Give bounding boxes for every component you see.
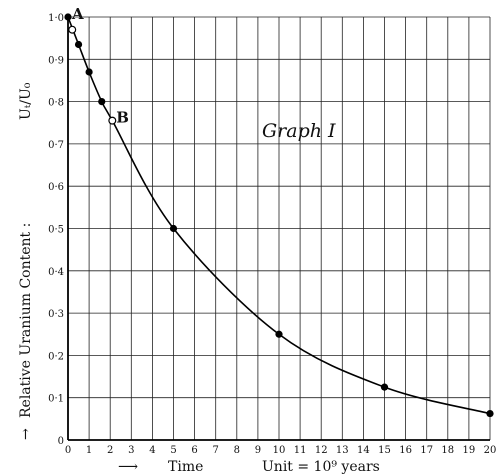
y-tick-label: 0·6: [48, 182, 64, 193]
x-tick-label: 16: [399, 445, 412, 456]
x-axis-arrow: ⟶: [118, 459, 138, 475]
y-tick-label: 0·9: [48, 55, 64, 66]
x-tick-label: 7: [213, 445, 219, 456]
data-point-6: [275, 330, 283, 338]
annotation-b: B: [116, 109, 129, 127]
data-point-2: [85, 68, 93, 76]
y-tick-label: 0·1: [48, 394, 64, 405]
y-tick-label: 0: [58, 436, 64, 447]
x-tick-label: 20: [484, 445, 497, 456]
x-tick-label: 8: [234, 445, 240, 456]
annotation-a: A: [71, 5, 84, 23]
y-axis-label-main: Relative Uranium Content :: [18, 223, 34, 418]
grid-lines: [67, 16, 491, 441]
y-axis-ratio: Uₜ/U₀: [18, 82, 34, 120]
data-point-8: [486, 409, 494, 418]
x-axis-label-main: Time: [168, 459, 203, 475]
x-tick-label: 15: [378, 445, 391, 456]
y-axis-arrow: →: [18, 428, 34, 440]
x-tick-label: 12: [315, 445, 328, 456]
axes: [67, 17, 490, 441]
y-tick-label: 0·2: [48, 351, 64, 362]
chart-title: Graph I: [262, 120, 336, 142]
open-point-0: [68, 25, 77, 34]
open-point-1: [108, 116, 117, 125]
x-tick-label: 19: [463, 445, 476, 456]
x-tick-label: 3: [128, 445, 134, 456]
data-points: [64, 13, 494, 418]
x-tick-label: 5: [170, 445, 176, 456]
y-tick-label: 0·3: [48, 309, 64, 320]
data-point-5: [169, 224, 178, 233]
x-tick-label: 14: [357, 445, 370, 456]
x-tick-label: 6: [191, 445, 197, 456]
y-tick-label: 0·7: [48, 140, 64, 151]
annotations: AB: [71, 5, 129, 127]
tick-labels: 0 1 2 3 4 5 6 7 8 9 10 11 12 13 14 15 16 17 18 19 2000·10·20…: [48, 13, 496, 456]
y-tick-label: 1·0: [48, 13, 64, 24]
x-tick-label: 17: [420, 445, 433, 456]
x-tick-label: 9: [255, 445, 261, 456]
x-tick-label: 4: [149, 445, 155, 456]
data-point-1: [74, 40, 83, 49]
data-point-0: [64, 13, 72, 21]
x-tick-label: 13: [336, 445, 349, 456]
x-tick-label: 18: [441, 445, 454, 456]
x-tick-label: 0: [65, 445, 71, 456]
decay-curve: [67, 16, 491, 415]
y-tick-label: 0·5: [48, 225, 64, 236]
data-point-3: [98, 98, 106, 106]
x-tick-label: 1: [86, 445, 92, 456]
x-tick-label: 11: [294, 445, 307, 456]
x-tick-label: 2: [107, 445, 113, 456]
y-axis-label: → Relative Uranium Content : Uₜ/U₀: [18, 82, 34, 440]
y-tick-label: 0·8: [48, 98, 64, 109]
data-point-7: [380, 383, 389, 391]
y-tick-label: 0·4: [48, 267, 64, 278]
x-axis-unit: Unit = 10⁹ years: [262, 459, 380, 475]
x-tick-label: 10: [273, 445, 286, 456]
